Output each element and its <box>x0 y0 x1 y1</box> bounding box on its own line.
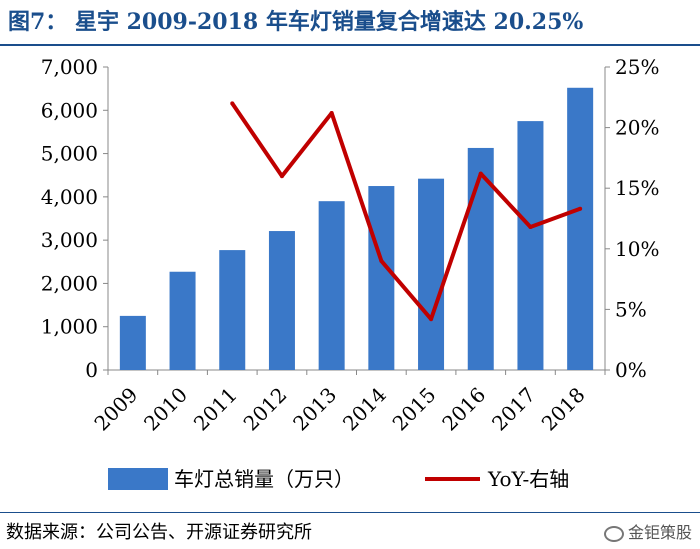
bar <box>119 315 146 370</box>
y-left-tick-label: 7,000 <box>41 55 98 79</box>
y-left-tick-label: 3,000 <box>41 228 98 252</box>
x-tick-label: 2016 <box>437 383 490 436</box>
chart-title: 图7： 星宇 2009-2018 年车灯销量复合增速达 20.25% <box>8 9 584 35</box>
legend-bar-label: 车灯总销量（万只） <box>174 467 354 491</box>
y-right-tick-label: 25% <box>615 55 659 79</box>
y-right-tick-label: 0% <box>615 358 647 382</box>
legend-bar-swatch <box>108 468 168 490</box>
bar <box>517 121 544 370</box>
bar <box>169 271 196 370</box>
bar <box>318 201 345 370</box>
y-left-tick-label: 0 <box>85 358 98 382</box>
x-tick-label: 2017 <box>487 383 540 436</box>
x-tick-label: 2013 <box>288 383 341 436</box>
yoy-line <box>230 102 581 322</box>
chart: 0 1,000 2,000 3,000 4,000 5,000 6,000 7,000 0% 5%… <box>41 55 660 491</box>
yoy-point <box>429 317 434 322</box>
yoy-point <box>528 224 533 229</box>
x-tick-label: 2014 <box>338 383 391 436</box>
tick-labels: 0 1,000 2,000 3,000 4,000 5,000 6,000 7,000 0% 5%… <box>41 55 660 436</box>
wechat-icon <box>603 525 624 542</box>
line-series <box>230 101 583 322</box>
y-right-tick-label: 5% <box>615 297 647 321</box>
legend: 车灯总销量（万只） YoY-右轴 <box>108 467 569 491</box>
y-right-tick-label: 20% <box>615 116 659 140</box>
y-left-tick-label: 2,000 <box>41 271 98 295</box>
y-left-tick-label: 5,000 <box>41 142 98 166</box>
y-right-tick-label: 15% <box>615 176 659 200</box>
x-tick-label: 2011 <box>189 383 242 436</box>
watermark: 金钜策股 <box>603 519 692 543</box>
x-tick-label: 2010 <box>139 383 192 436</box>
yoy-point <box>329 111 334 116</box>
y-left-tick-label: 6,000 <box>41 98 98 122</box>
yoy-point <box>279 174 284 179</box>
bar <box>418 178 445 370</box>
y-right-tick-label: 10% <box>615 237 659 261</box>
yoy-point <box>578 206 583 211</box>
x-tick-label: 2018 <box>537 383 590 436</box>
y-left-tick-label: 4,000 <box>41 185 98 209</box>
watermark-text: 金钜策股 <box>627 523 692 542</box>
bar <box>368 186 395 370</box>
bar <box>219 250 246 370</box>
legend-line-label: YoY-右轴 <box>487 467 569 491</box>
bar <box>567 87 594 370</box>
x-tick-label: 2009 <box>89 383 142 436</box>
yoy-point <box>478 171 483 176</box>
bar-series <box>119 87 594 370</box>
yoy-point <box>230 101 235 106</box>
title-divider <box>0 44 700 46</box>
bar <box>268 231 295 370</box>
y-left-tick-label: 1,000 <box>41 315 98 339</box>
x-tick-label: 2012 <box>239 383 292 436</box>
yoy-point <box>379 258 384 263</box>
data-source: 数据来源：公司公告、开源证券研究所 <box>6 522 312 543</box>
source-divider <box>0 512 700 513</box>
x-tick-label: 2015 <box>388 383 441 436</box>
